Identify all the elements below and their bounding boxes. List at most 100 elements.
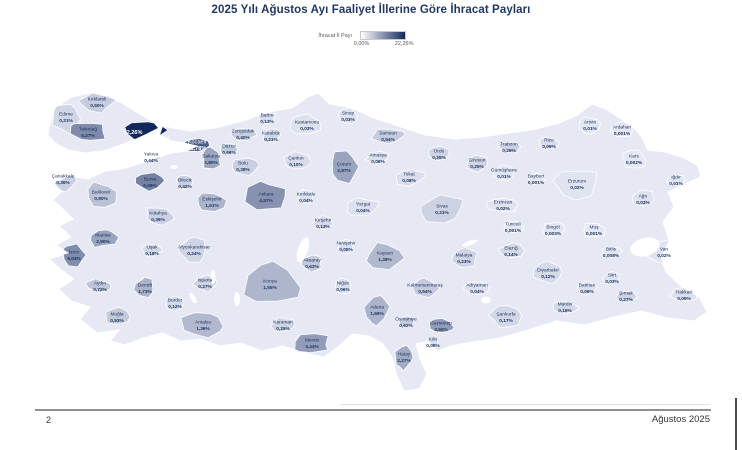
- province-value: 0,001%: [586, 231, 603, 237]
- province-value: 0,04%: [356, 208, 370, 214]
- legend-min-label: 0,00%: [353, 41, 370, 47]
- province-value: 1,73%: [138, 289, 152, 295]
- province-name: Düzce: [222, 143, 236, 149]
- province-value: 0,06%: [336, 287, 350, 293]
- province-name: Zonguldak: [232, 128, 255, 134]
- province-region: [197, 192, 228, 212]
- province-name: Hakkari: [676, 289, 692, 295]
- province-region: [542, 221, 566, 238]
- province-name: Kayseri: [377, 250, 393, 256]
- legend-gradient-bar: [360, 31, 406, 40]
- province-value: 0,25%: [276, 326, 290, 332]
- province-value: 5,03%: [67, 256, 81, 262]
- province-name: Muğla: [110, 311, 123, 317]
- province-value: 0,12%: [168, 304, 182, 310]
- lake-tuz: [296, 237, 310, 263]
- province-value: 0,21%: [264, 137, 278, 143]
- province-region: [294, 333, 329, 354]
- province-value: 0,01%: [497, 174, 511, 180]
- province-region: [164, 295, 185, 312]
- province-value: 6,49%: [143, 183, 157, 189]
- province-name: Bursa: [144, 176, 157, 182]
- province-region: [553, 300, 580, 314]
- province-name: Bolu: [238, 160, 248, 166]
- province-name: Sivas: [436, 203, 448, 209]
- province-region: [411, 277, 441, 299]
- province-name: Osmaniye: [395, 316, 417, 322]
- lake-egirdir: [210, 270, 216, 284]
- province-name: Artvin: [584, 119, 597, 125]
- province-region: [528, 172, 547, 186]
- province-region: [84, 278, 112, 293]
- province-value: 3,50%: [434, 327, 448, 333]
- province-value: 0,10%: [289, 162, 303, 168]
- province-region: [300, 254, 322, 273]
- province-value: 2,27%: [397, 358, 411, 364]
- province-value: 0,72%: [93, 287, 107, 293]
- page-number: 2: [46, 415, 52, 425]
- province-name: Van: [660, 246, 669, 252]
- province-name: Tunceli: [505, 221, 520, 227]
- province-value: 0,40%: [236, 135, 250, 141]
- province-value: 0,66%: [222, 150, 236, 156]
- province-label: İstanbul 22,26%: [124, 130, 170, 142]
- province-name: Kütahya: [149, 210, 167, 216]
- province-name: Adana: [370, 304, 384, 310]
- province-value: 0,001%: [505, 228, 522, 234]
- province-region: [219, 143, 239, 154]
- province-value: 0,001%: [528, 180, 545, 186]
- lake-beysehir: [234, 292, 240, 306]
- province-value: 0,16%: [558, 308, 572, 314]
- province-value: 5,27%: [81, 133, 95, 139]
- province-value: 22,26%: [124, 130, 143, 136]
- province-region: [493, 164, 515, 182]
- province-value: 0,44%: [144, 158, 158, 164]
- province-region: [487, 305, 523, 329]
- province-value: 2,87%: [337, 168, 351, 174]
- province-region: [257, 112, 276, 124]
- province-value: 0,03%: [300, 126, 314, 132]
- province-region: [451, 247, 479, 268]
- province-name: Manisa: [95, 232, 111, 238]
- lake-keban: [462, 239, 478, 247]
- province-region: [601, 270, 622, 285]
- province-name: Nevşehir: [337, 240, 356, 246]
- province-name: Sinop: [342, 110, 355, 116]
- province-name: Eskişehir: [202, 196, 222, 202]
- province-region: [497, 141, 522, 154]
- province-region: [105, 306, 131, 325]
- province-name: Bilecik: [178, 177, 192, 183]
- province-region: [363, 295, 391, 327]
- legend-gradient-wrap: 0,00% 22,26%: [354, 31, 413, 47]
- province-region: [601, 246, 623, 259]
- legend-title: İhracat İl Payı: [318, 33, 352, 39]
- province-region: [576, 280, 598, 296]
